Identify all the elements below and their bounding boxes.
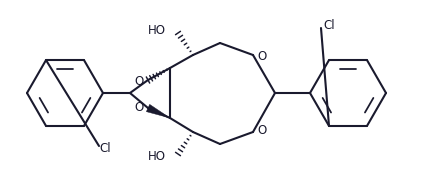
Text: Cl: Cl [323,19,335,31]
Text: O: O [257,125,266,137]
Polygon shape [146,104,170,118]
Text: O: O [135,74,144,88]
Text: HO: HO [148,151,166,163]
Text: O: O [135,100,144,114]
Text: Cl: Cl [99,142,111,154]
Text: O: O [257,50,266,62]
Text: HO: HO [148,24,166,36]
